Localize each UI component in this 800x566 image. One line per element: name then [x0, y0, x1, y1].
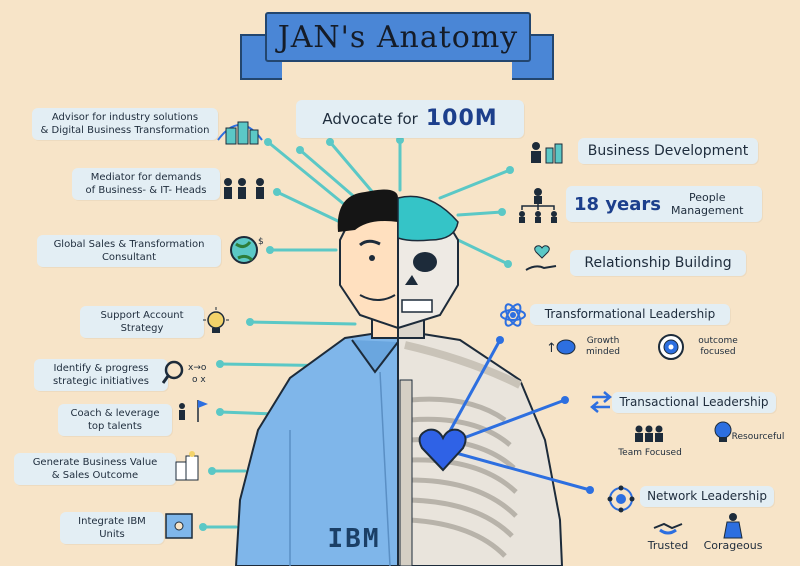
relationship-building-label: Relationship Building	[570, 250, 746, 276]
integrate-line1: Integrate IBM	[78, 516, 146, 527]
org-chart-icon	[519, 188, 557, 223]
support-label: Support Account Strategy	[80, 306, 204, 338]
trusted-label: Trusted	[647, 539, 689, 552]
global-line1: Global Sales & Transformation	[53, 239, 205, 250]
advisor-label: Advisor for industry solutions & Digital…	[32, 108, 218, 140]
outcome-focused-label: outcome focused	[690, 336, 746, 358]
svg-text:o x: o x	[192, 375, 206, 385]
team-focused-label: Team Focused	[618, 448, 682, 458]
shirt-logo: IBM	[318, 524, 390, 554]
growth-line1: Growth	[586, 336, 620, 346]
people-line2: Management	[671, 204, 744, 217]
svg-text:$: $	[258, 237, 264, 247]
support-line2: Strategy	[120, 323, 164, 334]
integrate-line2: Units	[99, 529, 125, 540]
global-line2: Consultant	[101, 252, 157, 263]
puzzle-icon	[165, 513, 193, 539]
globe-currency-icon: $	[230, 236, 264, 264]
mediator-line1: Mediator for demands	[90, 172, 202, 183]
svg-text:↑: ↑	[546, 341, 557, 356]
right-connectors	[298, 138, 512, 266]
coach-line2: top talents	[87, 421, 142, 432]
identify-line1: Identify & progress	[53, 363, 149, 374]
coach-label: Coach & leverage top talents	[58, 404, 172, 436]
support-line1: Support Account	[100, 310, 184, 321]
brain	[397, 195, 459, 242]
advisor-line2: & Digital Business Transformation	[40, 125, 210, 136]
advisor-line1: Advisor for industry solutions	[51, 112, 199, 123]
atom-icon	[500, 303, 526, 327]
people-management-label: 18 years People Management	[566, 186, 762, 222]
svg-text:x→o: x→o	[188, 363, 207, 373]
mediator-line2: of Business- & IT- Heads	[85, 185, 207, 196]
mediator-label: Mediator for demands of Business- & IT- …	[72, 168, 220, 200]
identify-label: Identify & progress strategic initiative…	[34, 359, 168, 391]
generate-label: Generate Business Value & Sales Outcome	[14, 453, 176, 485]
people-line1: People	[688, 191, 726, 204]
business-development-label: Business Development	[578, 138, 758, 164]
left-connectors	[201, 140, 357, 529]
page-title: JAN's Anatomy	[265, 12, 531, 62]
handshake-people-icon	[224, 178, 264, 199]
network-icon	[607, 485, 635, 513]
advocate-label: Advocate for 100M	[296, 100, 524, 138]
growth-brain-icon: ↑	[546, 339, 576, 356]
growth-minded-label: Growth minded	[580, 336, 626, 358]
global-label: Global Sales & Transformation Consultant	[37, 235, 221, 267]
lightbulb-icon	[203, 307, 229, 333]
advocate-highlight: 100M	[425, 106, 498, 131]
years-value: 18 years	[574, 193, 661, 215]
exchange-arrows-icon	[590, 391, 612, 413]
integrate-label: Integrate IBM Units	[60, 512, 164, 544]
connector-dots	[199, 136, 514, 531]
transactional-leadership-label: Transactional Leadership	[612, 392, 776, 413]
climb-flag-icon	[179, 400, 208, 422]
transformational-leadership-label: Transformational Leadership	[530, 304, 730, 325]
hand-heart-icon	[525, 245, 557, 271]
handshake-icon	[653, 522, 683, 535]
city-network-icon	[217, 121, 263, 145]
growth-line2: minded	[586, 347, 620, 357]
resourceful-bulb-icon	[714, 421, 732, 442]
coach-line1: Coach & leverage	[70, 408, 160, 419]
magnifier-strategy-icon: x→o o x	[162, 360, 207, 385]
identify-line2: strategic initiatives	[53, 376, 149, 387]
generate-line1: Generate Business Value	[32, 457, 158, 468]
advocate-prefix: Advocate for	[322, 110, 418, 128]
resourceful-label: Resourceful	[731, 432, 785, 442]
network-leadership-label: Network Leadership	[640, 486, 774, 507]
shirt	[234, 328, 399, 566]
generate-line2: & Sales Outcome	[51, 470, 139, 481]
business-development-icon	[531, 142, 563, 164]
hero-cape-icon	[723, 513, 743, 539]
business-building-icon	[175, 451, 199, 481]
outcome-line2: focused	[700, 347, 736, 357]
courageous-label: Corageous	[703, 539, 763, 552]
target-icon	[658, 334, 684, 360]
outcome-line1: outcome	[698, 336, 738, 346]
heart	[418, 428, 467, 472]
hair	[337, 189, 398, 232]
team-icon	[635, 425, 663, 442]
